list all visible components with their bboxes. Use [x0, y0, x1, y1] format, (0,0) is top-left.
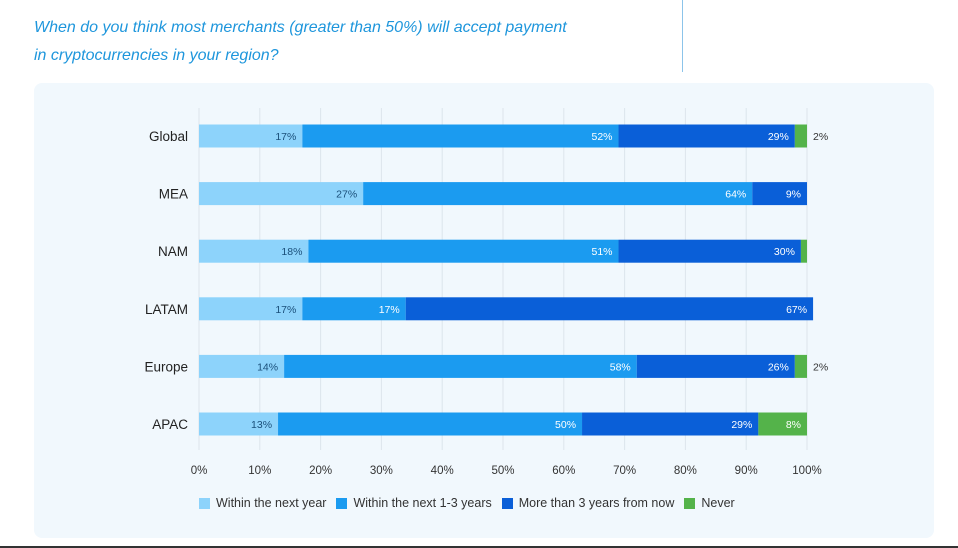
bar-segment — [794, 124, 807, 148]
bar-segment — [758, 412, 807, 436]
x-tick-label: 10% — [248, 465, 271, 477]
bar-segment — [308, 239, 619, 263]
legend-item: Never — [684, 496, 735, 510]
data-label: 13% — [251, 419, 272, 431]
category-label: LATAM — [145, 302, 188, 317]
data-label: 58% — [610, 361, 631, 373]
bar-segment — [284, 354, 637, 378]
category-label: Global — [149, 129, 188, 144]
x-tick-label: 50% — [491, 465, 514, 477]
legend-item: Within the next year — [199, 496, 326, 510]
data-label: 17% — [275, 131, 296, 143]
category-label: MEA — [159, 187, 188, 202]
legend-label: Within the next 1-3 years — [353, 496, 492, 510]
bar-segment — [618, 124, 795, 148]
category-label: APAC — [152, 417, 188, 432]
legend-swatch — [684, 497, 696, 509]
data-label: 27% — [336, 189, 357, 201]
legend-label: Never — [701, 496, 735, 510]
x-tick-label: 60% — [552, 465, 575, 477]
bar-segment — [278, 412, 583, 436]
data-label: 64% — [725, 189, 746, 201]
bottom-rule — [0, 546, 958, 548]
data-label: 51% — [592, 246, 613, 258]
bar-segment — [618, 239, 801, 263]
data-label: 14% — [257, 361, 278, 373]
bar-segment — [199, 124, 303, 148]
data-label: 52% — [592, 131, 613, 143]
x-tick-label: 40% — [431, 465, 454, 477]
x-tick-label: 20% — [309, 465, 332, 477]
bar-segment — [794, 354, 807, 378]
x-tick-label: 90% — [735, 465, 758, 477]
legend-swatch — [501, 497, 513, 509]
data-label: 17% — [275, 304, 296, 316]
data-label: 18% — [281, 246, 302, 258]
data-label: 29% — [731, 419, 752, 431]
category-label: Europe — [144, 359, 188, 374]
data-label: 50% — [555, 419, 576, 431]
legend-label: More than 3 years from now — [518, 496, 675, 510]
data-label: 26% — [768, 361, 789, 373]
legend-label: Within the next year — [216, 496, 327, 510]
x-tick-label: 80% — [674, 465, 697, 477]
data-label: 9% — [786, 189, 801, 201]
data-label: 67% — [786, 304, 807, 316]
data-label: 2% — [813, 361, 828, 373]
data-label: 2% — [813, 131, 828, 143]
bar-segment — [363, 182, 753, 206]
bar-segment — [800, 239, 807, 263]
bar-segment — [199, 182, 364, 206]
bar-segment — [302, 124, 619, 148]
bar-segment — [405, 297, 814, 321]
chart-question: When do you think most merchants (greate… — [34, 14, 674, 70]
bar-segment — [582, 412, 759, 436]
data-label: 30% — [774, 246, 795, 258]
bar-segment — [199, 354, 285, 378]
chart-legend: Within the next year Within the next 1-3 … — [199, 496, 735, 510]
category-label: NAM — [158, 244, 188, 259]
legend-item: Within the next 1-3 years — [336, 496, 492, 510]
data-label: 17% — [379, 304, 400, 316]
legend-swatch — [199, 497, 210, 509]
question-line-2: in cryptocurrencies in your region? — [34, 47, 279, 64]
x-tick-label: 70% — [613, 465, 636, 477]
bar-segment — [302, 297, 406, 321]
x-tick-label: 0% — [191, 465, 208, 477]
legend-swatch — [336, 497, 348, 509]
question-line-1: When do you think most merchants (greate… — [34, 19, 567, 36]
bar-segment — [199, 239, 309, 263]
bar-segment — [636, 354, 795, 378]
x-tick-label: 30% — [370, 465, 393, 477]
bar-segment — [199, 297, 303, 321]
data-label: 29% — [768, 131, 789, 143]
x-tick-label: 100% — [792, 465, 821, 477]
legend-item: More than 3 years from now — [501, 496, 675, 510]
bar-segment — [752, 182, 807, 206]
data-label: 8% — [786, 419, 801, 431]
divider-line — [682, 0, 683, 72]
bar-segment — [199, 412, 279, 436]
